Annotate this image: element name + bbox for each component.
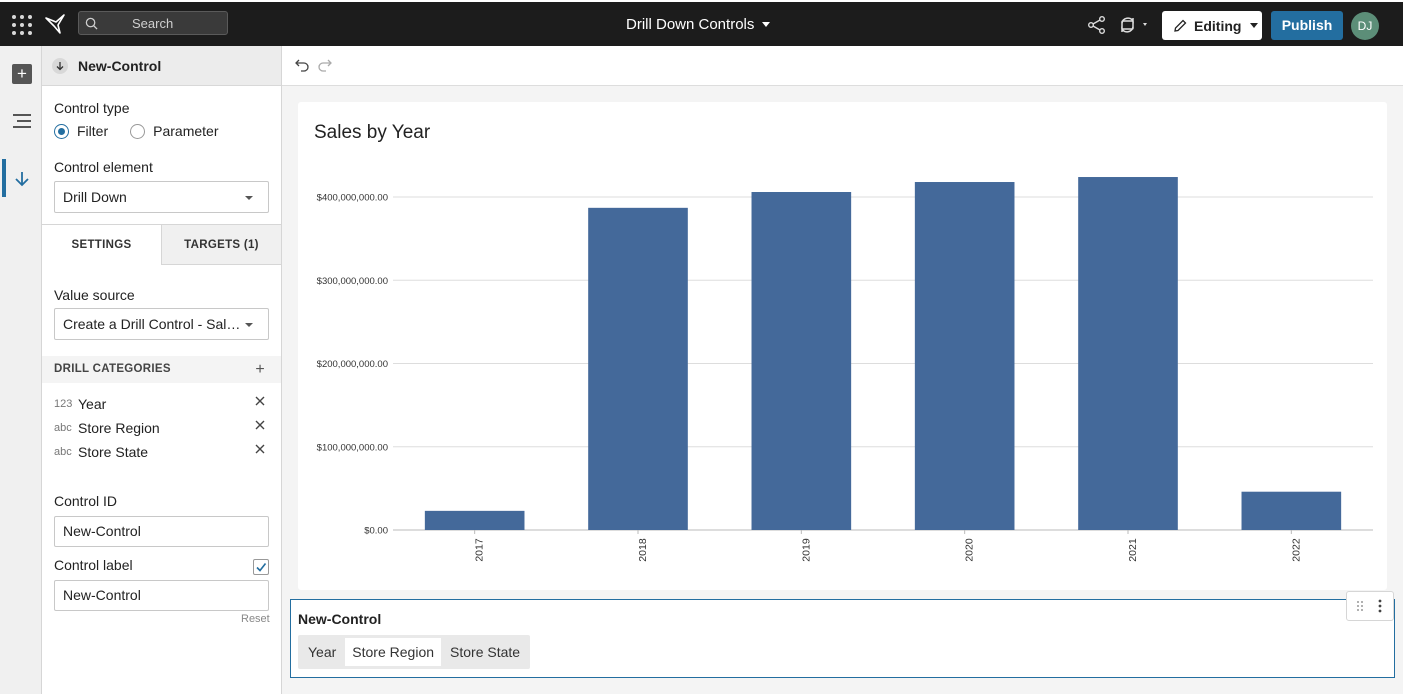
element-properties-tab[interactable] bbox=[0, 159, 42, 197]
tab-targets[interactable]: TARGETS (1) bbox=[162, 224, 281, 265]
value-source-select[interactable]: Create a Drill Control - Sales by Year bbox=[54, 308, 269, 340]
search-input[interactable]: Search bbox=[78, 11, 228, 35]
control-properties-panel: New-Control Control type Filter Paramete… bbox=[42, 46, 282, 694]
reset-link[interactable]: Reset bbox=[241, 613, 270, 625]
top-bar: Search Drill Down Controls Editing Publi… bbox=[0, 0, 1403, 46]
control-element-value: Drill Down bbox=[63, 189, 127, 205]
panel-tabs: SETTINGS TARGETS (1) bbox=[42, 224, 281, 265]
list-item: abc Store State bbox=[54, 442, 269, 462]
editing-label: Editing bbox=[1194, 17, 1242, 34]
panel-title: New-Control bbox=[78, 57, 162, 74]
control-label-field[interactable]: New-Control bbox=[54, 580, 269, 611]
bar bbox=[1241, 491, 1342, 530]
chart-title: Sales by Year bbox=[314, 122, 431, 143]
drill-option-year[interactable]: Year bbox=[308, 644, 337, 660]
pencil-icon bbox=[1174, 19, 1187, 32]
chevron-down-icon bbox=[245, 196, 253, 200]
drill-option-store-region[interactable]: Store Region bbox=[345, 638, 442, 666]
panel-header: New-Control bbox=[42, 46, 281, 86]
value-source-value: Create a Drill Control - Sales by Year bbox=[63, 316, 243, 332]
element-menu bbox=[1346, 591, 1394, 621]
sync-icon[interactable] bbox=[1118, 15, 1152, 35]
y-tick-label: $200,000,000.00 bbox=[317, 359, 388, 370]
control-title: New-Control bbox=[298, 611, 382, 627]
parameter-radio-label: Parameter bbox=[153, 123, 219, 139]
control-id-field[interactable]: New-Control bbox=[54, 516, 269, 547]
y-tick-label: $300,000,000.00 bbox=[317, 276, 388, 287]
filter-radio-label: Filter bbox=[77, 123, 109, 139]
y-tick-label: $400,000,000.00 bbox=[317, 193, 388, 204]
parameter-radio[interactable] bbox=[130, 123, 146, 139]
drill-level-selector: Year Store Region Store State bbox=[298, 635, 531, 669]
chevron-down-icon bbox=[762, 22, 771, 27]
x-tick-label: 2017 bbox=[474, 538, 486, 562]
more-options-icon[interactable] bbox=[1377, 599, 1383, 613]
x-tick-label: 2019 bbox=[800, 538, 812, 562]
category-name: Store State bbox=[78, 444, 149, 460]
y-tick-label: $0.00 bbox=[364, 526, 388, 537]
document-title: Drill Down Controls bbox=[626, 16, 755, 33]
category-name: Year bbox=[78, 396, 107, 412]
tab-settings[interactable]: SETTINGS bbox=[42, 224, 162, 265]
filter-radio[interactable] bbox=[54, 123, 69, 139]
control-type-radio-group: Filter Parameter bbox=[54, 123, 218, 139]
chevron-down-icon bbox=[245, 323, 253, 327]
control-label-checkbox[interactable] bbox=[253, 559, 269, 575]
drill-categories-header: DRILL CATEGORIES + bbox=[42, 356, 281, 383]
control-element-select[interactable]: Drill Down bbox=[54, 181, 269, 213]
add-category-icon[interactable]: + bbox=[255, 361, 265, 378]
share-icon[interactable] bbox=[1087, 15, 1107, 35]
drill-down-control[interactable]: New-Control Year Store Region Store Stat… bbox=[290, 599, 1395, 678]
category-name: Store Region bbox=[78, 420, 160, 436]
drag-handle-icon[interactable] bbox=[1356, 600, 1364, 612]
value-source-label: Value source bbox=[54, 287, 135, 303]
search-icon bbox=[85, 17, 98, 30]
undo-icon[interactable] bbox=[295, 58, 309, 72]
x-tick-label: 2020 bbox=[964, 538, 976, 562]
bar-chart: $0.00 $100,000,000.00 $200,000,000.00 $300,… bbox=[317, 177, 1373, 562]
canvas-toolbar bbox=[282, 46, 1403, 86]
chevron-down-icon bbox=[1250, 23, 1259, 28]
close-icon[interactable] bbox=[255, 396, 265, 406]
x-tick-label: 2021 bbox=[1127, 538, 1139, 562]
bar bbox=[588, 207, 688, 530]
bar bbox=[1078, 177, 1178, 530]
document-title-menu[interactable]: Drill Down Controls bbox=[626, 16, 771, 33]
layers-icon[interactable] bbox=[12, 112, 32, 130]
avatar[interactable]: DJ bbox=[1351, 12, 1379, 40]
drill-categories-label: DRILL CATEGORIES bbox=[54, 363, 171, 375]
checkmark-icon bbox=[256, 563, 267, 572]
control-element-label: Control element bbox=[54, 159, 153, 175]
editing-mode-button[interactable]: Editing bbox=[1162, 11, 1262, 40]
bar bbox=[424, 510, 525, 530]
control-type-label: Control type bbox=[54, 100, 130, 116]
sales-by-year-chart[interactable]: Sales by Year $0.00 $100,000,000.00 $200,0… bbox=[298, 102, 1387, 590]
bar bbox=[914, 182, 1015, 530]
list-item: 123 Year bbox=[54, 394, 269, 414]
drill-option-store-state[interactable]: Store State bbox=[450, 644, 521, 660]
control-label-label: Control label bbox=[54, 557, 133, 573]
redo-icon[interactable] bbox=[318, 58, 332, 72]
number-type-icon: 123 bbox=[54, 398, 73, 410]
arrow-down-icon bbox=[15, 172, 29, 187]
y-tick-label: $100,000,000.00 bbox=[317, 442, 388, 453]
bar bbox=[751, 192, 852, 530]
publish-button[interactable]: Publish bbox=[1271, 11, 1343, 40]
add-element-icon[interactable]: + bbox=[12, 64, 32, 84]
app-logo-icon[interactable] bbox=[44, 13, 66, 35]
text-type-icon: abc bbox=[54, 446, 72, 458]
arrow-down-icon bbox=[52, 57, 68, 74]
left-rail: + bbox=[0, 46, 42, 694]
close-icon[interactable] bbox=[255, 444, 265, 454]
app-grid-icon[interactable] bbox=[11, 14, 33, 36]
list-item: abc Store Region bbox=[54, 418, 269, 438]
x-tick-label: 2018 bbox=[637, 538, 649, 562]
close-icon[interactable] bbox=[255, 420, 265, 430]
search-placeholder: Search bbox=[132, 16, 174, 31]
text-type-icon: abc bbox=[54, 422, 72, 434]
x-tick-label: 2022 bbox=[1290, 538, 1302, 562]
control-id-label: Control ID bbox=[54, 493, 118, 509]
